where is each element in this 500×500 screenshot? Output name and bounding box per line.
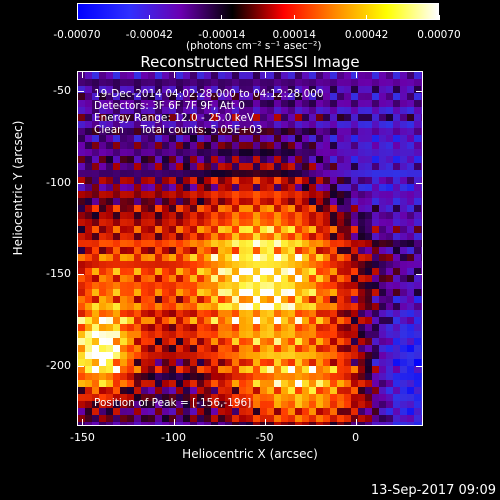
- colorbar-tick-label: 0.00014: [272, 29, 316, 41]
- x-tick: [264, 419, 266, 426]
- colorbar-units: (photons cm⁻² s⁻¹ asec⁻²): [186, 40, 322, 52]
- colorbar-tick: [221, 15, 223, 20]
- colorbar: [77, 3, 439, 20]
- info-time-range: 19-Dec-2014 04:02:28.000 to 04:12:28.000: [94, 88, 324, 100]
- y-tick-label: -50: [53, 84, 71, 98]
- x-tick: [82, 71, 84, 78]
- y-tick-label: -150: [46, 267, 71, 281]
- y-tick: [416, 91, 423, 93]
- x-axis-label: Heliocentric X (arcsec): [182, 447, 318, 461]
- x-tick: [264, 71, 266, 78]
- y-tick: [416, 274, 423, 276]
- colorbar-tick-label: -0.00070: [53, 29, 101, 41]
- y-tick: [416, 182, 423, 184]
- info-detectors: Detectors: 3F 6F 7F 9F, Att 0: [94, 100, 245, 112]
- x-tick: [173, 71, 175, 78]
- info-peak-position: Position of Peak = [-156,-196]: [94, 397, 252, 409]
- x-tick: [173, 419, 175, 426]
- x-tick: [82, 419, 84, 426]
- colorbar-tick: [76, 15, 78, 20]
- colorbar-tick: [148, 15, 150, 20]
- x-tick-label: -150: [69, 431, 95, 444]
- x-tick-label: 0: [352, 431, 360, 444]
- datestamp: 13-Sep-2017 09:09: [370, 483, 496, 498]
- x-tick: [355, 71, 357, 78]
- y-tick-label: -100: [46, 175, 71, 189]
- info-energy-range: Energy Range: 12.0 - 25.0 keV: [94, 112, 255, 124]
- colorbar-tick-label: 0.00042: [344, 29, 389, 41]
- rhessi-image-map: [78, 72, 422, 425]
- y-tick: [77, 91, 84, 93]
- info-clean-counts: Clean Total counts: 5.05E+03: [94, 124, 263, 136]
- y-tick: [77, 274, 84, 276]
- colorbar-tick: [438, 15, 440, 20]
- colorbar-tick: [293, 15, 295, 20]
- plot-title: Reconstructed RHESSI Image: [140, 53, 360, 71]
- x-tick-label: -50: [255, 431, 274, 444]
- y-tick-label: -200: [46, 358, 71, 372]
- y-tick: [77, 365, 84, 367]
- colorbar-tick-label: -0.00042: [125, 29, 173, 41]
- y-tick: [416, 365, 423, 367]
- x-tick: [355, 419, 357, 426]
- colorbar-tick: [366, 15, 368, 20]
- y-axis-label: Heliocentric Y (arcsec): [11, 120, 25, 256]
- rhessi-image-plot: 19-Dec-2014 04:02:28.000 to 04:12:28.000…: [77, 71, 423, 426]
- y-tick: [77, 182, 84, 184]
- colorbar-tick-label: 0.00070: [417, 29, 461, 41]
- x-tick-label: -100: [161, 431, 186, 444]
- colorbar-tick-label: -0.00014: [198, 29, 246, 41]
